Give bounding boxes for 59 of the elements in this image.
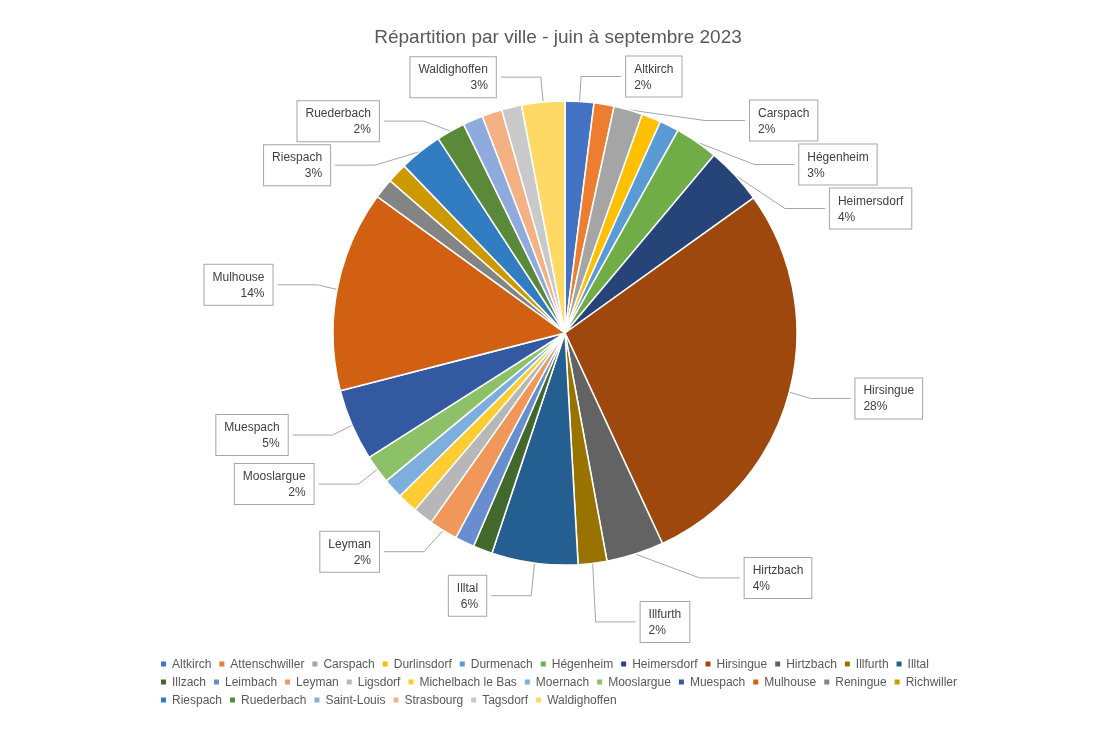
legend-label: Mulhouse	[764, 675, 817, 689]
legend-label: Michelbach le Bas	[419, 675, 517, 689]
data-label: 5%	[262, 436, 281, 451]
legend-label: Illtal	[907, 657, 929, 671]
slice-label: Waldighoffen	[418, 62, 488, 77]
legend-label: Attenschwiller	[230, 657, 305, 671]
legend-label: Illzach	[172, 675, 207, 689]
legend-label: Tagsdorf	[482, 693, 529, 707]
slice-label: Leyman	[328, 536, 371, 551]
data-label: 28%	[863, 399, 888, 414]
slice-label: Illfurth	[648, 606, 682, 621]
legend-label: Leimbach	[225, 675, 278, 689]
chart-title: Répartition par ville - juin à septembre 2023	[374, 26, 742, 47]
legend-label: Moernach	[535, 675, 590, 689]
data-label: 4%	[837, 209, 856, 224]
slice-label: Hirtzbach	[752, 562, 804, 577]
legend-label: Heimersdorf	[632, 657, 699, 671]
legend-label: Saint-Louis	[325, 693, 386, 707]
slice-label: Illtal	[456, 580, 479, 595]
legend-label: Altkirch	[172, 657, 212, 671]
data-label: 2%	[353, 552, 372, 567]
data-label: 3%	[304, 166, 323, 181]
data-label: 2%	[648, 622, 667, 637]
slice-label: Carspach	[758, 105, 810, 120]
legend-label: Ligsdorf	[357, 675, 402, 689]
legend-label: Leyman	[296, 675, 339, 689]
legend-label: Hirsingue	[716, 657, 768, 671]
slice-label: Mulhouse	[212, 269, 265, 284]
legend-label: Reningue	[835, 675, 887, 689]
legend-label: Richwiller	[905, 675, 957, 689]
data-label: 4%	[752, 578, 771, 593]
legend-label: Ruederbach	[241, 693, 307, 707]
data-label: 3%	[470, 78, 489, 93]
slice-label: Altkirch	[634, 61, 674, 76]
slice-label: Hirsingue	[863, 383, 915, 398]
data-label: 2%	[758, 121, 776, 136]
slice-label: Mooslargue	[242, 469, 306, 484]
data-label: 14%	[240, 285, 265, 300]
slice-label: Ruederbach	[305, 106, 371, 121]
data-label: 2%	[288, 485, 306, 500]
slice-label: Hégenheim	[807, 149, 869, 164]
legend-label: Durmenach	[470, 657, 533, 671]
data-label: 3%	[807, 165, 825, 180]
legend-label: Durlinsdorf	[393, 657, 453, 671]
legend-label: Muespach	[689, 675, 746, 689]
data-label: 2%	[353, 122, 372, 137]
slice-label: Riespach	[272, 150, 323, 165]
legend-label: Hégenheim	[551, 657, 614, 671]
legend-label: Waldighoffen	[547, 693, 617, 707]
slice-label: Muespach	[224, 420, 280, 435]
legend-label: Carspach	[323, 657, 375, 671]
legend-label: Riespach	[172, 693, 223, 707]
legend-label: Strasbourg	[404, 693, 464, 707]
legend-label: Mooslargue	[608, 675, 672, 689]
data-label: 6%	[460, 596, 479, 611]
slice-label: Heimersdorf	[837, 193, 904, 208]
legend-label: Illfurth	[855, 657, 889, 671]
legend-label: Hirtzbach	[786, 657, 837, 671]
data-label: 2%	[634, 77, 652, 92]
